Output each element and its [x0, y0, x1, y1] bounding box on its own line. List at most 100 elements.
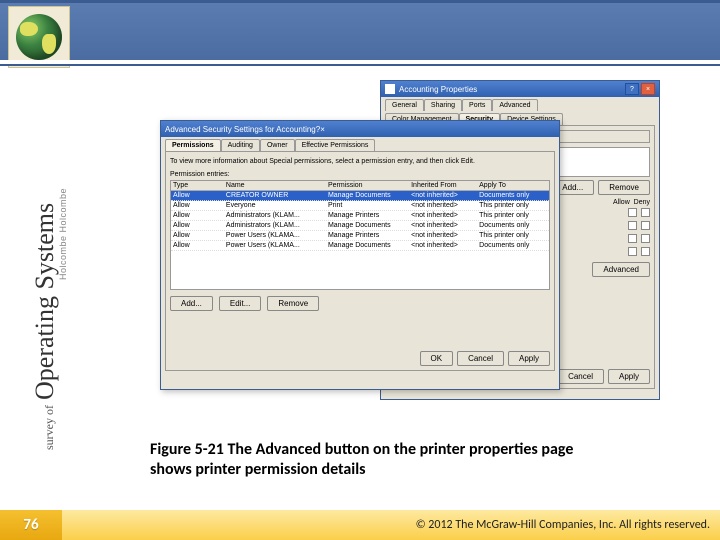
table-cell: Print: [326, 201, 409, 210]
ok-button[interactable]: OK: [420, 351, 454, 366]
tab-effective[interactable]: Effective Permissions: [295, 139, 376, 151]
table-cell: <not inherited>: [409, 221, 477, 230]
entries-table: Type Name Permission Inherited From Appl…: [170, 180, 550, 290]
tab-general[interactable]: General: [385, 99, 424, 111]
perm-allow-header: Allow: [613, 199, 630, 206]
table-cell: <not inherited>: [409, 241, 477, 250]
properties-titlebar: Accounting Properties ? ×: [381, 81, 659, 97]
table-cell: Documents only: [477, 241, 549, 250]
checkbox[interactable]: [641, 221, 650, 230]
table-cell: <not inherited>: [409, 201, 477, 210]
add-entry-button[interactable]: Add...: [170, 296, 213, 311]
tab-ports[interactable]: Ports: [462, 99, 492, 111]
advanced-button[interactable]: Advanced: [592, 262, 650, 277]
checkbox[interactable]: [628, 247, 637, 256]
figure-caption: Figure 5-21 The Advanced button on the p…: [150, 440, 590, 480]
tab-owner[interactable]: Owner: [260, 139, 295, 151]
tab-auditing[interactable]: Auditing: [221, 139, 260, 151]
sidebar-title-big: Operating Systems: [30, 203, 59, 400]
remove-user-button[interactable]: Remove: [598, 180, 650, 195]
apply-button[interactable]: Apply: [508, 351, 550, 366]
hint-text: To view more information about Special p…: [170, 156, 550, 169]
col-type[interactable]: Type: [171, 181, 224, 190]
table-cell: Allow: [171, 221, 224, 230]
copyright-text: © 2012 The McGraw-Hill Companies, Inc. A…: [416, 518, 720, 532]
apply-button[interactable]: Apply: [608, 369, 650, 384]
figure-area: Accounting Properties ? × General Sharin…: [160, 80, 660, 430]
properties-title: Accounting Properties: [399, 85, 623, 94]
table-cell: Manage Printers: [326, 211, 409, 220]
sidebar: survey of Operating Systems Holcombe Hol…: [0, 80, 70, 460]
table-row[interactable]: AllowPower Users (KLAMA...Manage Printer…: [171, 231, 549, 241]
page-number: 76: [0, 510, 62, 540]
table-cell: Allow: [171, 241, 224, 250]
col-apply[interactable]: Apply To: [477, 181, 549, 190]
close-button[interactable]: ×: [641, 83, 655, 95]
remove-entry-button[interactable]: Remove: [267, 296, 319, 311]
advanced-bottom-buttons: OK Cancel Apply: [420, 351, 550, 366]
table-row[interactable]: AllowAdministrators (KLAM...Manage Docum…: [171, 221, 549, 231]
table-cell: Allow: [171, 201, 224, 210]
table-row[interactable]: AllowEveryonePrint<not inherited>This pr…: [171, 201, 549, 211]
advanced-tabs: Permissions Auditing Owner Effective Per…: [161, 137, 559, 151]
table-row[interactable]: AllowPower Users (KLAMA...Manage Documen…: [171, 241, 549, 251]
globe-icon: [16, 14, 62, 60]
table-row[interactable]: AllowAdministrators (KLAM...Manage Print…: [171, 211, 549, 221]
table-cell: This printer only: [477, 231, 549, 240]
table-cell: This printer only: [477, 211, 549, 220]
table-cell: <not inherited>: [409, 231, 477, 240]
table-cell: Manage Documents: [326, 191, 409, 200]
checkbox[interactable]: [628, 221, 637, 230]
tab-permissions[interactable]: Permissions: [165, 139, 221, 151]
entries-label: Permission entries:: [170, 169, 550, 180]
col-inherited[interactable]: Inherited From: [409, 181, 477, 190]
table-cell: CREATOR OWNER: [224, 191, 326, 200]
sidebar-authors: Holcombe Holcombe: [58, 188, 68, 280]
cancel-button[interactable]: Cancel: [557, 369, 604, 384]
header-rule: [0, 60, 720, 66]
table-cell: This printer only: [477, 201, 549, 210]
table-cell: Power Users (KLAMA...: [224, 231, 326, 240]
col-name[interactable]: Name: [224, 181, 326, 190]
checkbox[interactable]: [628, 234, 637, 243]
table-cell: Documents only: [477, 221, 549, 230]
table-cell: Administrators (KLAM...: [224, 221, 326, 230]
slide-header-stripe: [0, 0, 720, 60]
col-permission[interactable]: Permission: [326, 181, 409, 190]
cancel-button[interactable]: Cancel: [457, 351, 504, 366]
table-cell: Manage Printers: [326, 231, 409, 240]
close-button[interactable]: ×: [320, 125, 325, 134]
footer: 76 © 2012 The McGraw-Hill Companies, Inc…: [0, 510, 720, 540]
table-cell: Documents only: [477, 191, 549, 200]
window-icon: [385, 84, 395, 94]
edit-entry-button[interactable]: Edit...: [219, 296, 261, 311]
table-cell: Power Users (KLAMA...: [224, 241, 326, 250]
table-row[interactable]: AllowCREATOR OWNERManage Documents<not i…: [171, 191, 549, 201]
advanced-titlebar: Advanced Security Settings for Accountin…: [161, 121, 559, 137]
help-button[interactable]: ?: [625, 83, 639, 95]
advanced-title: Advanced Security Settings for Accountin…: [165, 125, 316, 134]
tab-sharing[interactable]: Sharing: [424, 99, 462, 111]
table-cell: <not inherited>: [409, 191, 477, 200]
sidebar-title: survey of Operating Systems: [30, 203, 60, 450]
entries-buttons: Add... Edit... Remove: [170, 290, 550, 317]
tab-advanced[interactable]: Advanced: [492, 99, 537, 111]
table-cell: Manage Documents: [326, 241, 409, 250]
checkbox[interactable]: [641, 247, 650, 256]
table-cell: Administrators (KLAM...: [224, 211, 326, 220]
table-cell: Manage Documents: [326, 221, 409, 230]
tabs-row-1: General Sharing Ports Advanced: [381, 97, 659, 111]
perm-deny-header: Deny: [634, 199, 650, 206]
logo-box: [8, 6, 70, 68]
entries-header: Type Name Permission Inherited From Appl…: [171, 181, 549, 191]
table-cell: Allow: [171, 211, 224, 220]
checkbox[interactable]: [641, 208, 650, 217]
permissions-body: To view more information about Special p…: [165, 151, 555, 371]
table-cell: Allow: [171, 231, 224, 240]
table-cell: Allow: [171, 191, 224, 200]
checkbox[interactable]: [641, 234, 650, 243]
table-cell: Everyone: [224, 201, 326, 210]
table-cell: <not inherited>: [409, 211, 477, 220]
checkbox[interactable]: [628, 208, 637, 217]
advanced-security-window: Advanced Security Settings for Accountin…: [160, 120, 560, 390]
